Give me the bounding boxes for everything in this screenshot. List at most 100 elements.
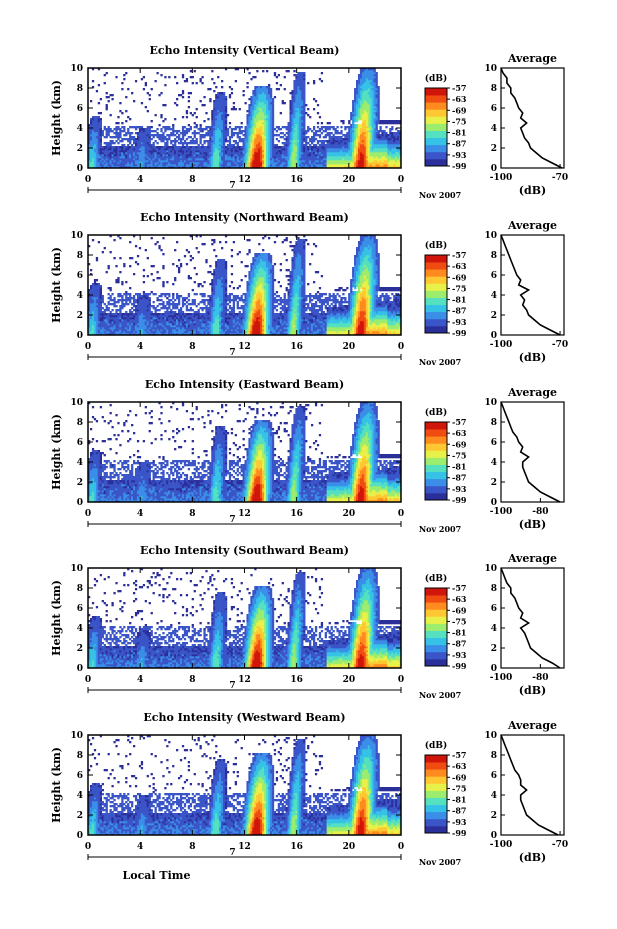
heatmap-cell — [365, 126, 369, 129]
heatmap-cell — [97, 241, 101, 244]
heatmap-cell — [266, 124, 269, 127]
heatmap-cell — [297, 116, 300, 119]
heatmap-cell — [101, 146, 104, 149]
heatmap-cell — [89, 299, 93, 302]
heatmap-cell — [250, 140, 253, 143]
heatmap-cell — [299, 148, 302, 151]
heatmap-cell — [215, 112, 218, 115]
heatmap-cell — [359, 116, 363, 119]
heatmap-cell — [164, 166, 167, 169]
heatmap-cell — [242, 164, 245, 167]
heatmap-cell — [119, 307, 122, 310]
heatmap-cell — [170, 152, 173, 155]
heatmap-cell — [117, 295, 120, 298]
heatmap-cell — [197, 166, 200, 169]
heatmap-cell — [314, 134, 318, 137]
heatmap-cell — [99, 142, 102, 145]
heatmap-cell — [117, 152, 120, 155]
heatmap-cell — [256, 102, 259, 105]
heatmap-cell — [281, 150, 284, 153]
heatmap-cell — [352, 102, 355, 105]
heatmap-cell — [177, 164, 181, 167]
heatmap-cell — [266, 108, 269, 111]
heatmap-cell — [127, 152, 130, 155]
heatmap-cell — [177, 166, 181, 169]
heatmap-cell — [109, 130, 112, 133]
heatmap-cell — [385, 138, 388, 141]
heatmap-cell — [264, 144, 267, 147]
heatmap-cell — [377, 148, 380, 151]
heatmap-cell — [299, 112, 302, 115]
heatmap-cell — [369, 72, 372, 75]
heatmap-cell — [363, 76, 367, 79]
heatmap-cell — [318, 148, 322, 151]
heatmap-cell — [193, 152, 196, 155]
heatmap-cell — [359, 94, 363, 97]
heatmap-cell — [158, 295, 161, 298]
heatmap-cell — [258, 124, 261, 127]
heatmap-cell — [238, 154, 241, 157]
heatmap-cell — [176, 152, 179, 155]
heatmap-cell — [140, 154, 144, 157]
heatmap-cell — [109, 321, 112, 324]
heatmap-cell — [117, 293, 120, 296]
heatmap-cell — [205, 166, 208, 169]
heatmap-cell — [113, 327, 116, 330]
heatmap-cell — [363, 80, 367, 83]
heatmap-cell — [379, 130, 382, 133]
heatmap-cell — [121, 307, 124, 310]
heatmap-cell — [262, 112, 265, 115]
heatmap-cell — [152, 142, 155, 145]
heatmap-cell — [354, 156, 357, 159]
heatmap-cell — [387, 136, 390, 139]
heatmap-cell — [113, 164, 116, 167]
heatmap-cell — [193, 162, 196, 165]
heatmap-cell — [242, 142, 245, 145]
heatmap-cell — [115, 148, 118, 151]
heatmap-cell — [224, 148, 228, 151]
heatmap-cell — [264, 136, 267, 139]
heatmap-cell — [105, 158, 108, 161]
heatmap-cell — [289, 104, 292, 107]
heatmap-cell — [152, 279, 155, 282]
heatmap-cell — [152, 130, 155, 133]
heatmap-cell — [344, 146, 347, 149]
heatmap-cell — [256, 90, 259, 93]
heatmap-cell — [275, 130, 279, 133]
heatmap-cell — [89, 305, 93, 308]
heatmap-cell — [93, 315, 97, 318]
heatmap-cell — [217, 98, 220, 101]
heatmap-cell — [224, 116, 228, 119]
heatmap-cell — [389, 120, 392, 123]
heatmap-cell — [113, 152, 116, 155]
heatmap-cell — [121, 138, 124, 141]
heatmap-cell — [299, 98, 302, 101]
heatmap-cell — [174, 144, 177, 147]
heatmap-cell — [250, 124, 253, 127]
heatmap-cell — [371, 76, 374, 79]
heatmap-cell — [262, 116, 265, 119]
heatmap-cell — [99, 321, 102, 324]
heatmap-cell — [156, 271, 159, 274]
heatmap-cell — [97, 319, 101, 322]
heatmap-cell — [350, 154, 353, 157]
heatmap-cell — [138, 138, 142, 141]
heatmap-cell — [111, 327, 114, 330]
heatmap-cell — [357, 144, 361, 147]
heatmap-cell — [219, 146, 222, 149]
heatmap-cell — [105, 313, 108, 316]
heatmap-cell — [322, 158, 326, 161]
heatmap-cell — [375, 92, 378, 95]
heatmap-cell — [89, 297, 93, 300]
heatmap-cell — [146, 162, 149, 165]
colorbar-segment — [425, 151, 447, 160]
heatmap-cell — [189, 164, 192, 167]
heatmap-cell — [391, 152, 394, 155]
heatmap-cell — [95, 287, 99, 290]
heatmap-cell — [226, 148, 230, 151]
heatmap-cell — [248, 150, 251, 153]
heatmap-cell — [127, 297, 130, 300]
heatmap-cell — [309, 156, 312, 159]
heatmap-cell — [101, 297, 104, 300]
heatmap-cell — [115, 313, 118, 316]
